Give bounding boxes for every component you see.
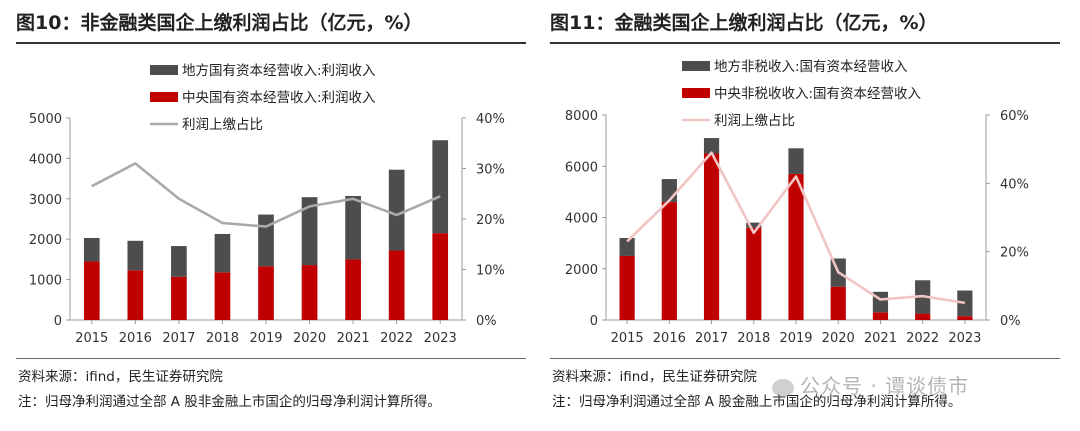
y2-tick-label: 40% <box>1000 177 1029 192</box>
legend-label: 中央非税收收入:国有资本经营收入 <box>714 86 922 102</box>
y-tick-label: 2000 <box>29 233 62 248</box>
x-tick-label: 2019 <box>779 331 812 346</box>
bar-local <box>957 290 973 317</box>
y-tick-label: 4000 <box>565 212 598 227</box>
x-tick-label: 2015 <box>611 331 644 346</box>
bar-local <box>746 222 762 228</box>
x-tick-label: 2016 <box>119 331 152 346</box>
bar-central <box>83 261 100 320</box>
y-tick-label: 6000 <box>565 160 598 175</box>
bar-local <box>703 138 720 154</box>
bar-central <box>432 233 449 320</box>
chart-title: 图10：非金融类国企上缴利润占比（亿元，%） <box>16 12 423 34</box>
y-tick-label: 8000 <box>565 109 598 124</box>
chart-panel-right: 图11：金融类国企上缴利润占比（亿元，%） 0 2000 4000 6000 8000 0… <box>550 0 1060 431</box>
legend-swatch <box>682 61 710 71</box>
remark-note: 注：归母净利润通过全部 A 股金融上市国企的归母净利润计算所得。 <box>552 394 962 410</box>
x-tick-label: 2019 <box>249 331 282 346</box>
remark-note: 注：归母净利润通过全部 A 股非金融上市国企的归母净利润计算所得。 <box>18 394 441 410</box>
chart-left: 0 1000 2000 3000 4000 5000 0% 10% 20% 30% 40% 2015 2… <box>29 63 505 346</box>
x-tick-label: 2021 <box>864 331 897 346</box>
bar-local <box>619 238 635 256</box>
chart-title: 图11：金融类国企上缴利润占比（亿元，%） <box>550 12 938 34</box>
x-tick-label: 2020 <box>293 331 326 346</box>
bar-central <box>661 202 677 320</box>
bar-central <box>872 312 889 320</box>
y2-tick-label: 40% <box>476 112 505 127</box>
x-tick-label: 2018 <box>206 331 239 346</box>
x-tick-label: 2018 <box>737 331 770 346</box>
bar-central <box>214 272 231 320</box>
bar-local <box>345 195 361 260</box>
bar-central <box>127 270 144 320</box>
bar-central <box>746 227 762 320</box>
source-note: 资料来源：ifind，民生证券研究院 <box>18 369 223 385</box>
bar-central <box>830 286 846 320</box>
x-tick-label: 2022 <box>906 331 939 346</box>
legend-label: 地方国有资本经营收入:利润收入 <box>182 63 376 79</box>
y-tick-label: 2000 <box>565 263 598 278</box>
y2-tick-label: 20% <box>476 213 505 228</box>
title-rule <box>16 42 526 44</box>
bar-central <box>345 259 361 320</box>
bar-central <box>171 276 187 320</box>
legend-swatch <box>150 92 178 102</box>
bar-central <box>388 250 405 320</box>
x-tick-label: 2023 <box>948 331 981 346</box>
y2-tick-label: 20% <box>1000 246 1029 261</box>
source-note: 资料来源：ifind，民生证券研究院 <box>552 369 757 385</box>
y-tick-label: 0 <box>590 314 598 329</box>
bar-local <box>432 140 449 234</box>
legend-swatch <box>682 88 710 98</box>
bar-central <box>703 153 720 320</box>
x-tick-label: 2017 <box>695 331 728 346</box>
bar-local <box>388 169 405 251</box>
footer-rule <box>16 358 526 359</box>
legend-label: 利润上缴占比 <box>714 113 795 129</box>
legend-label: 中央国有资本经营收入:利润收入 <box>182 90 376 106</box>
wechat-icon <box>772 378 794 397</box>
bar-central <box>301 265 318 320</box>
ratio-line <box>91 162 441 228</box>
bar-local <box>171 246 187 277</box>
bar-local <box>83 237 100 262</box>
y-tick-label: 4000 <box>29 152 62 167</box>
x-tick-label: 2022 <box>380 331 413 346</box>
legend-swatch <box>150 65 178 75</box>
watermark-text: 公众号 · 谭谈债市 <box>800 374 970 398</box>
y2-tick-label: 0% <box>1000 314 1021 329</box>
bar-local <box>788 148 804 174</box>
bar-central <box>258 266 274 320</box>
y2-tick-label: 10% <box>476 264 505 279</box>
chart-panel-left: 图10：非金融类国企上缴利润占比（亿元，%） 0 1000 2000 3000 4000… <box>16 0 526 431</box>
y2-tick-label: 60% <box>1000 109 1029 124</box>
watermark: 公众号 · 谭谈债市 <box>772 370 969 399</box>
title-rule <box>550 42 1060 44</box>
bar-central <box>788 173 804 320</box>
ratio-line <box>626 151 966 305</box>
legend-label: 利润上缴占比 <box>182 117 263 133</box>
x-tick-label: 2015 <box>75 331 108 346</box>
bar-local <box>258 214 274 267</box>
footer-rule <box>550 358 1060 359</box>
x-tick-label: 2021 <box>337 331 370 346</box>
bar-central <box>619 255 635 320</box>
chart-right: 0 2000 4000 6000 8000 0% 20% 40% 60% 2015 2016 2017… <box>565 59 1029 346</box>
y-tick-label: 1000 <box>29 274 62 289</box>
y2-tick-label: 30% <box>476 163 505 178</box>
y-tick-label: 0 <box>54 314 62 329</box>
bar-central <box>915 313 931 320</box>
legend-label: 地方非税收入:国有资本经营收入 <box>714 59 908 75</box>
y-tick-label: 3000 <box>29 193 62 208</box>
x-tick-label: 2020 <box>822 331 855 346</box>
bar-local <box>127 240 144 271</box>
x-tick-label: 2023 <box>424 331 457 346</box>
y-tick-label: 5000 <box>29 112 62 127</box>
y2-tick-label: 0% <box>476 314 497 329</box>
bar-local <box>214 233 231 273</box>
x-tick-label: 2017 <box>162 331 195 346</box>
bar-central <box>957 316 973 320</box>
bar-local <box>301 197 318 266</box>
x-tick-label: 2016 <box>653 331 686 346</box>
